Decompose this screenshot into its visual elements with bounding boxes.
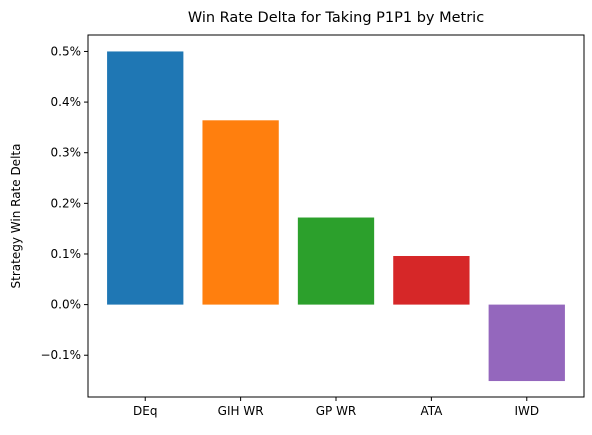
y-tick-label: 0.4% <box>51 95 82 109</box>
bar-gp-wr <box>297 217 375 305</box>
y-tick-label: −0.1% <box>40 348 81 362</box>
y-tick-label: 0.2% <box>51 196 82 210</box>
y-tick-label: 0.5% <box>51 44 82 58</box>
bar-ata <box>393 255 470 305</box>
x-tick-label: ATA <box>420 404 443 418</box>
bar-gih-wr <box>202 120 279 305</box>
chart-title: Win Rate Delta for Taking P1P1 by Metric <box>188 10 484 26</box>
y-axis-title: Strategy Win Rate Delta <box>9 144 23 289</box>
x-tick-label: IWD <box>514 404 539 418</box>
x-tick-label: DEq <box>133 404 157 418</box>
bar-iwd <box>488 304 565 382</box>
x-tick-label: GP WR <box>316 404 357 418</box>
y-tick-label: 0.0% <box>51 298 82 312</box>
x-tick-label: GIH WR <box>218 404 264 418</box>
y-tick-label: 0.1% <box>51 247 82 261</box>
bars-layer <box>107 51 565 382</box>
y-axis: −0.1% 0.0% 0.1% 0.2% 0.3% 0.4% 0.5% <box>40 44 88 362</box>
y-tick-label: 0.3% <box>51 146 82 160</box>
bar-deq <box>107 51 184 305</box>
x-axis: DEq GIH WR GP WR ATA IWD <box>133 397 539 418</box>
